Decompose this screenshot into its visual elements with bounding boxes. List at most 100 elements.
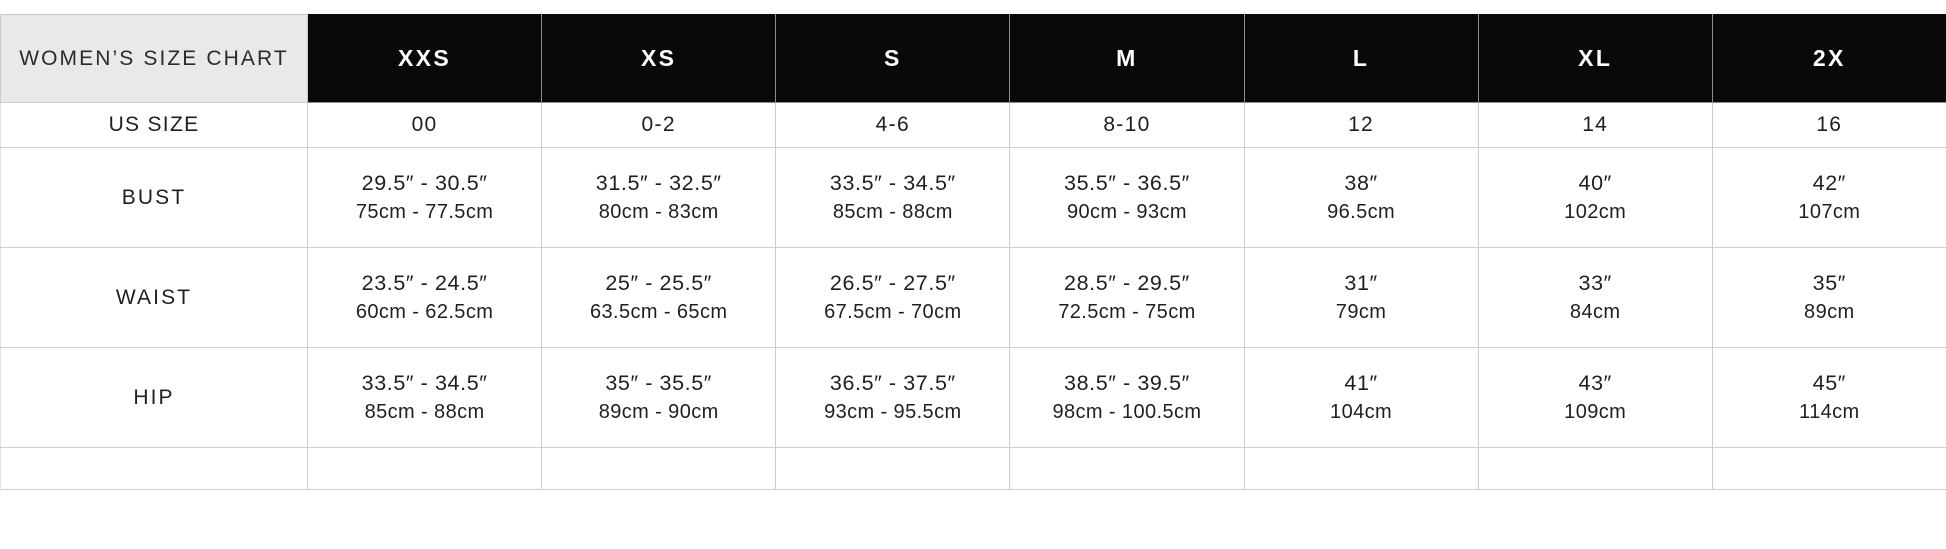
cell-waist-s: 26.5″ - 27.5″ 67.5cm - 70cm [775, 247, 1011, 348]
size-header-xxs: XXS [306, 14, 543, 103]
cell-waist-xxs: 23.5″ - 24.5″ 60cm - 62.5cm [306, 247, 543, 348]
value-cm: 60cm - 62.5cm [355, 301, 494, 324]
value-cm: 75cm - 77.5cm [355, 201, 494, 224]
cell-bust-s: 33.5″ - 34.5″ 85cm - 88cm [775, 147, 1011, 248]
value-cm: 85cm - 88cm [832, 201, 953, 224]
value-cm: 79cm [1335, 301, 1387, 324]
cell-bust-xl: 40″ 102cm [1477, 147, 1713, 248]
cell-waist-m: 28.5″ - 29.5″ 72.5cm - 75cm [1009, 247, 1245, 348]
table-row-us-size: US SIZE 00 0-2 4-6 8-10 12 14 16 [0, 102, 1946, 148]
value-cm: 84cm [1569, 301, 1621, 324]
value-cm: 93cm - 95.5cm [824, 401, 962, 424]
cell-hip-s: 36.5″ - 37.5″ 93cm - 95.5cm [775, 347, 1011, 448]
cell-hip-xs: 35″ - 35.5″ 89cm - 90cm [541, 347, 777, 448]
size-header-s: S [775, 14, 1011, 103]
value-cm: 109cm [1564, 401, 1627, 424]
value-inches: 36.5″ - 37.5″ [829, 371, 956, 396]
spacer-cell [0, 447, 308, 490]
row-label-bust: BUST [0, 147, 308, 248]
value-inches: 40″ [1578, 171, 1612, 196]
value-cm: 72.5cm - 75cm [1058, 301, 1196, 324]
cell-waist-xl: 33″ 84cm [1477, 247, 1713, 348]
cell-hip-l: 41″ 104cm [1243, 347, 1479, 448]
cell-hip-xl: 43″ 109cm [1477, 347, 1713, 448]
value-inches: 31″ [1344, 271, 1378, 296]
cell-bust-m: 35.5″ - 36.5″ 90cm - 93cm [1009, 147, 1245, 248]
cell-waist-xs: 25″ - 25.5″ 63.5cm - 65cm [541, 247, 777, 348]
spacer-cell [541, 447, 777, 490]
spacer-cell [306, 447, 543, 490]
cell-us-size-xs: 0-2 [541, 102, 777, 148]
value-cm: 63.5cm - 65cm [589, 301, 728, 324]
row-label-us-size: US SIZE [0, 102, 308, 148]
cell-bust-xxs: 29.5″ - 30.5″ 75cm - 77.5cm [306, 147, 543, 248]
cell-bust-xs: 31.5″ - 32.5″ 80cm - 83cm [541, 147, 777, 248]
cell-waist-l: 31″ 79cm [1243, 247, 1479, 348]
cell-us-size-xxs: 00 [306, 102, 543, 148]
value-inches: 33.5″ - 34.5″ [361, 371, 488, 396]
value-inches: 33.5″ - 34.5″ [829, 171, 956, 196]
spacer-cell [1243, 447, 1479, 490]
table-bottom-spacer [0, 447, 1946, 490]
value-cm: 89cm - 90cm [598, 401, 719, 424]
value-inches: 29.5″ - 30.5″ [361, 171, 488, 196]
value-inches: 35″ - 35.5″ [605, 371, 713, 396]
cell-us-size-l: 12 [1243, 102, 1479, 148]
value-inches: 33″ [1578, 271, 1612, 296]
header-row: WOMEN’S SIZE CHART XXS XS S M L XL 2X [0, 14, 1946, 103]
value-cm: 102cm [1564, 201, 1627, 224]
value-inches: 43″ [1578, 371, 1612, 396]
spacer-cell [1711, 447, 1946, 490]
value-inches: 28.5″ - 29.5″ [1064, 271, 1190, 296]
spacer-cell [775, 447, 1011, 490]
value-inches: 45″ [1812, 371, 1846, 396]
value-inches: 35″ [1812, 271, 1846, 296]
value-inches: 25″ - 25.5″ [605, 271, 713, 296]
cell-hip-m: 38.5″ - 39.5″ 98cm - 100.5cm [1009, 347, 1245, 448]
value-cm: 67.5cm - 70cm [824, 301, 962, 324]
cell-hip-2x: 45″ 114cm [1711, 347, 1946, 448]
spacer-cell [1009, 447, 1245, 490]
table-row-hip: HIP 33.5″ - 34.5″ 85cm - 88cm 35″ - 35.5… [0, 347, 1946, 448]
cell-bust-l: 38″ 96.5cm [1243, 147, 1479, 248]
value-inches: 41″ [1344, 371, 1378, 396]
row-label-waist: WAIST [0, 247, 308, 348]
table-header: WOMEN’S SIZE CHART XXS XS S M L XL 2X [0, 14, 1946, 103]
size-header-m: M [1009, 14, 1245, 103]
value-inches: 42″ [1812, 171, 1846, 196]
chart-title: WOMEN’S SIZE CHART [0, 14, 308, 103]
value-cm: 80cm - 83cm [598, 201, 719, 224]
row-label-hip: HIP [0, 347, 308, 448]
table-row-waist: WAIST 23.5″ - 24.5″ 60cm - 62.5cm 25″ - … [0, 247, 1946, 348]
value-cm: 104cm [1330, 401, 1393, 424]
cell-us-size-2x: 16 [1711, 102, 1946, 148]
table-row-bust: BUST 29.5″ - 30.5″ 75cm - 77.5cm 31.5″ -… [0, 147, 1946, 248]
value-cm: 114cm [1799, 401, 1860, 424]
value-cm: 85cm - 88cm [364, 401, 485, 424]
spacer-cell [1477, 447, 1713, 490]
cell-hip-xxs: 33.5″ - 34.5″ 85cm - 88cm [306, 347, 543, 448]
value-cm: 90cm - 93cm [1066, 201, 1187, 224]
value-inches: 35.5″ - 36.5″ [1064, 171, 1190, 196]
cell-waist-2x: 35″ 89cm [1711, 247, 1946, 348]
cell-us-size-xl: 14 [1477, 102, 1713, 148]
size-header-l: L [1243, 14, 1479, 103]
cell-us-size-m: 8-10 [1009, 102, 1245, 148]
size-header-xs: XS [541, 14, 777, 103]
size-header-2x: 2X [1711, 14, 1946, 103]
value-inches: 31.5″ - 32.5″ [595, 171, 722, 196]
cell-bust-2x: 42″ 107cm [1711, 147, 1946, 248]
womens-size-chart-table: WOMEN’S SIZE CHART XXS XS S M L XL 2X US… [0, 14, 1946, 490]
value-cm: 107cm [1798, 201, 1861, 224]
value-inches: 26.5″ - 27.5″ [829, 271, 956, 296]
size-header-xl: XL [1477, 14, 1713, 103]
value-cm: 89cm [1804, 301, 1855, 324]
value-inches: 38″ [1344, 171, 1378, 196]
value-cm: 98cm - 100.5cm [1052, 401, 1202, 424]
value-inches: 23.5″ - 24.5″ [361, 271, 488, 296]
value-inches: 38.5″ - 39.5″ [1064, 371, 1190, 396]
table-body: US SIZE 00 0-2 4-6 8-10 12 14 16 BUST 29… [0, 102, 1946, 490]
cell-us-size-s: 4-6 [775, 102, 1011, 148]
value-cm: 96.5cm [1327, 201, 1396, 224]
